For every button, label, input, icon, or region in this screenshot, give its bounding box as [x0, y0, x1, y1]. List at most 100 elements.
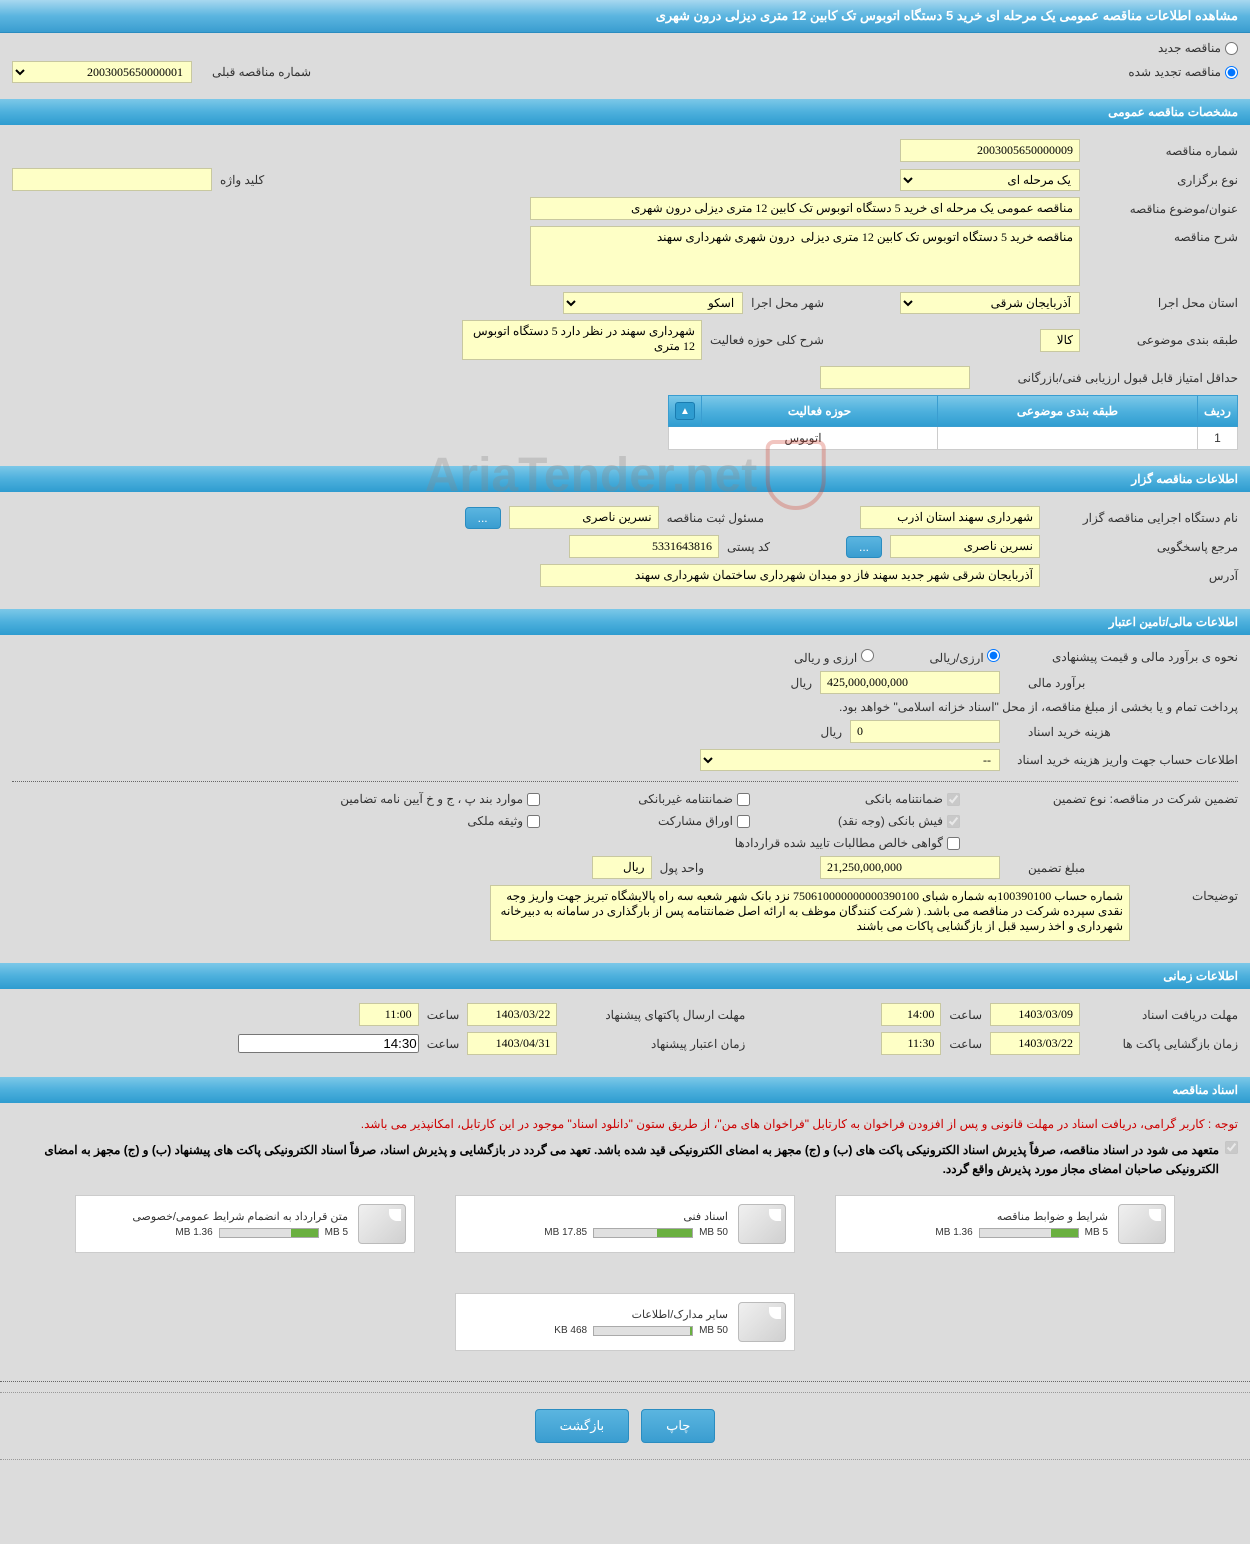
radio-new-tender[interactable]: مناقصه جدید	[1158, 41, 1238, 55]
guarantee-type-label: تضمین شرکت در مناقصه: نوع تضمین	[1008, 792, 1238, 806]
subject-label: عنوان/موضوع مناقصه	[1088, 202, 1238, 216]
exec-input	[860, 506, 1040, 529]
doc-title: اسناد فنی	[464, 1210, 728, 1223]
chk-bylaw[interactable]: موارد بند پ ، ج و خ آیین نامه تضامین	[260, 792, 540, 806]
document-item[interactable]: اسناد فنی 50 MB 17.85 MB	[455, 1195, 795, 1253]
city-select[interactable]: اسکو	[563, 292, 743, 314]
commitment-checkbox	[1225, 1141, 1238, 1154]
section-general: مشخصات مناقصه عمومی	[0, 99, 1250, 125]
doc-deadline-label: مهلت دریافت اسناد	[1088, 1008, 1238, 1022]
tender-no-label: شماره مناقصه	[1088, 144, 1238, 158]
doc-size: 468 KB	[554, 1325, 587, 1336]
doc-title: سایر مدارک/اطلاعات	[464, 1308, 728, 1321]
folder-icon	[738, 1302, 786, 1342]
back-button[interactable]: بازگشت	[535, 1409, 629, 1443]
document-item[interactable]: شرایط و ضوابط مناقصه 5 MB 1.36 MB	[835, 1195, 1175, 1253]
radio-renewed-tender[interactable]: مناقصه تجدید شده	[1128, 65, 1238, 79]
section-organizer: اطلاعات مناقصه گزار	[0, 466, 1250, 492]
estimate-method-label: نحوه ی برآورد مالی و قیمت پیشنهادی	[1008, 650, 1238, 664]
doc-cost-label: هزینه خرید اسناد	[1008, 725, 1238, 739]
opening-date	[990, 1032, 1080, 1055]
register-dots-button[interactable]: ...	[465, 507, 501, 529]
postal-label: کد پستی	[727, 540, 770, 554]
register-label: مسئول ثبت مناقصه	[667, 511, 764, 525]
activity-scope-input: شهرداری سهند در نظر دارد 5 دستگاه اتوبوس…	[462, 320, 702, 360]
folder-icon	[738, 1204, 786, 1244]
col-row: ردیف	[1198, 396, 1238, 427]
guarantee-amount-label: مبلغ تضمین	[1008, 861, 1238, 875]
doc-deadline-time	[881, 1003, 941, 1026]
doc-limit: 50 MB	[699, 1325, 728, 1336]
postal-input	[569, 535, 719, 558]
opening-time	[881, 1032, 941, 1055]
rial-unit-2: ریال	[820, 725, 842, 739]
time-lbl-2: ساعت	[427, 1008, 460, 1022]
address-label: آدرس	[1048, 569, 1238, 583]
keyword-input[interactable]	[12, 168, 212, 191]
province-select[interactable]: آذربایجان شرقی	[900, 292, 1080, 314]
chk-certificate[interactable]: گواهی خالص مطالبات تایید شده قراردادها	[570, 836, 960, 850]
responder-label: مرجع پاسخگویی	[1048, 540, 1238, 554]
min-score-input[interactable]	[820, 366, 970, 389]
doc-limit: 5 MB	[1085, 1227, 1108, 1238]
page-title: مشاهده اطلاعات مناقصه عمومی یک مرحله ای …	[0, 0, 1250, 33]
account-select[interactable]: --	[700, 749, 1000, 771]
notes-textarea: شماره حساب 100390100به شماره شبای 750610…	[490, 885, 1130, 941]
time-lbl-1: ساعت	[949, 1008, 982, 1022]
treasury-note: پرداخت تمام و یا بخشی از مبلغ مناقصه، از…	[839, 700, 1238, 714]
doc-size: 17.85 MB	[544, 1227, 587, 1238]
doc-size: 1.36 MB	[935, 1227, 972, 1238]
doc-title: شرایط و ضوابط مناقصه	[844, 1210, 1108, 1223]
progress-bar	[979, 1228, 1079, 1238]
radio-currency[interactable]: ارزی و ریالی	[794, 649, 874, 665]
doc-size: 1.36 MB	[175, 1227, 212, 1238]
tender-no-input	[900, 139, 1080, 162]
activity-scope-label: شرح کلی حوزه فعالیت	[710, 333, 824, 347]
proposal-deadline-time	[359, 1003, 419, 1026]
chk-bank[interactable]: ضمانتنامه بانکی	[780, 792, 960, 806]
col-scope: حوزه فعالیت	[702, 396, 938, 427]
hold-type-select[interactable]: یک مرحله ای	[900, 169, 1080, 191]
currency-unit-input	[592, 856, 652, 879]
document-item[interactable]: سایر مدارک/اطلاعات 50 MB 468 KB	[455, 1293, 795, 1351]
opening-label: زمان بازگشایی پاکت ها	[1088, 1037, 1238, 1051]
document-item[interactable]: متن قرارداد به انضمام شرایط عمومی/خصوصی …	[75, 1195, 415, 1253]
print-button[interactable]: چاپ	[641, 1409, 715, 1443]
chk-property[interactable]: وثیقه ملکی	[260, 814, 540, 828]
folder-icon	[1118, 1204, 1166, 1244]
province-label: استان محل اجرا	[1088, 296, 1238, 310]
estimate-input	[820, 671, 1000, 694]
proposal-deadline-label: مهلت ارسال پاکتهای پیشنهاد	[565, 1008, 745, 1022]
account-label: اطلاعات حساب جهت واریز هزینه خرید اسناد	[1008, 753, 1238, 767]
prev-number-label: شماره مناقصه قبلی	[212, 65, 311, 79]
desc-label: شرح مناقصه	[1088, 226, 1238, 244]
section-financial: اطلاعات مالی/تامین اعتبار	[0, 609, 1250, 635]
responder-dots-button[interactable]: ...	[846, 536, 882, 558]
chk-receipt[interactable]: فیش بانکی (وجه نقد)	[780, 814, 960, 828]
activity-table: ردیف طبقه بندی موضوعی حوزه فعالیت ▲ 1اتو…	[668, 395, 1238, 450]
doc-deadline-date	[990, 1003, 1080, 1026]
chk-nonbank[interactable]: ضمانتنامه غیربانکی	[570, 792, 750, 806]
doc-title: متن قرارداد به انضمام شرایط عمومی/خصوصی	[84, 1210, 348, 1223]
progress-bar	[593, 1228, 693, 1238]
category-label: طبقه بندی موضوعی	[1088, 333, 1238, 347]
prev-number-select[interactable]: 2003005650000001	[12, 61, 192, 83]
min-score-label: حداقل امتیاز قابل قبول ارزیابی فنی/بازرگ…	[978, 371, 1238, 385]
radio-rial[interactable]: ارزی/ریالی	[930, 649, 1000, 665]
doc-limit: 5 MB	[325, 1227, 348, 1238]
col-category: طبقه بندی موضوعی	[938, 396, 1198, 427]
guarantee-amount-input	[820, 856, 1000, 879]
collapse-icon[interactable]: ▲	[675, 402, 695, 420]
chk-participation[interactable]: اوراق مشارکت	[570, 814, 750, 828]
rial-unit: ریال	[790, 676, 812, 690]
time-lbl-3: ساعت	[949, 1037, 982, 1051]
city-label: شهر محل اجرا	[751, 296, 824, 310]
exec-label: نام دستگاه اجرایی مناقصه گزار	[1048, 511, 1238, 525]
estimate-label: برآورد مالی	[1008, 676, 1238, 690]
progress-bar	[219, 1228, 319, 1238]
register-input	[509, 506, 659, 529]
currency-unit-label: واحد پول	[660, 861, 704, 875]
category-input	[1040, 329, 1080, 352]
validity-date	[467, 1032, 557, 1055]
responder-input	[890, 535, 1040, 558]
